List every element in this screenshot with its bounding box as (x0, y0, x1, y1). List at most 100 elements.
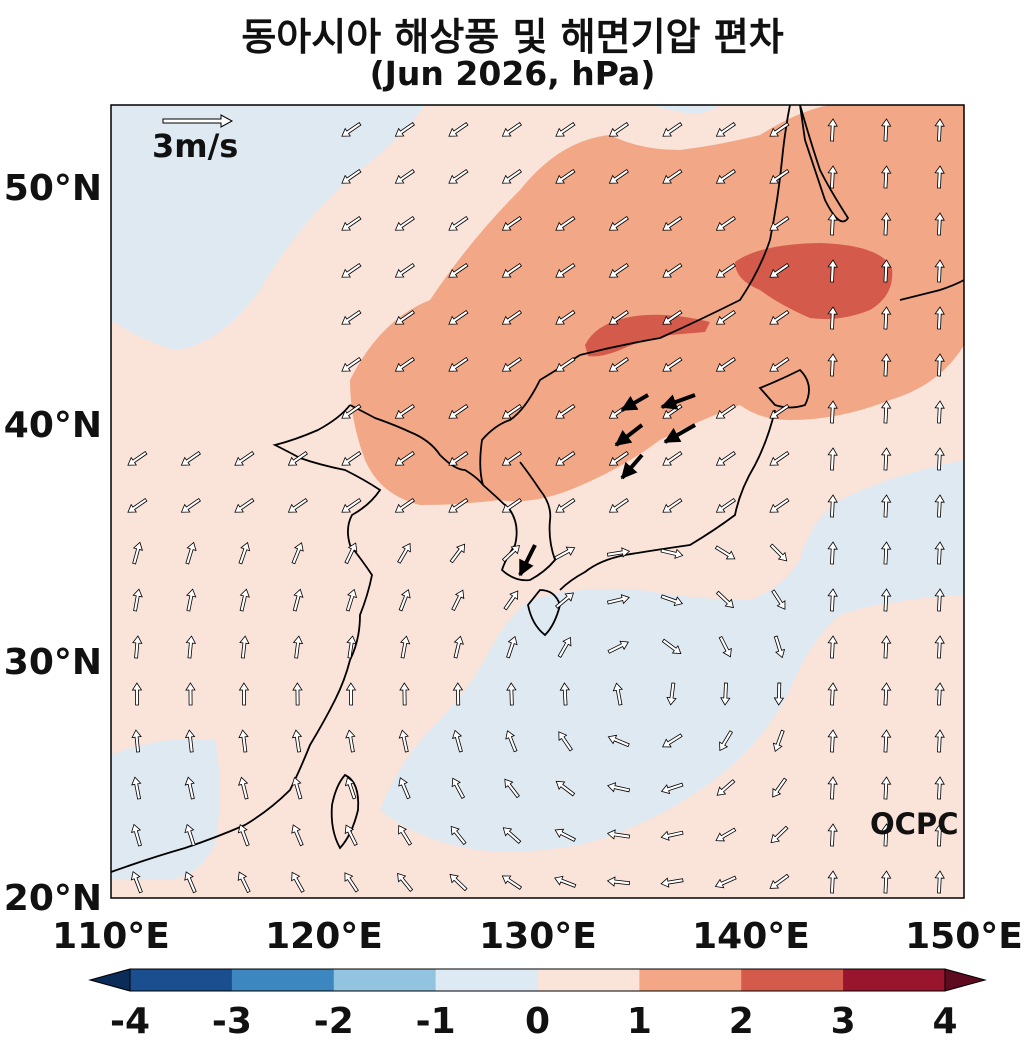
wind-vector (769, 450, 790, 466)
wind-vector (132, 541, 143, 565)
colorbar-segment (333, 969, 437, 991)
wind-vector (934, 729, 945, 753)
wind-vector (449, 543, 466, 564)
lat-tick-label: 50°N (4, 168, 102, 209)
wind-vector (608, 262, 629, 278)
colorbar-segment (843, 969, 946, 991)
wind-vector (827, 541, 838, 565)
wind-vector (448, 497, 469, 513)
wind-vector (661, 638, 682, 655)
wind-vector (448, 215, 469, 231)
highlighted-vector (620, 453, 644, 480)
wind-vector (769, 497, 790, 513)
lat-tick-label: 40°N (4, 405, 102, 446)
wind-vector (880, 541, 892, 565)
wind-vector (344, 542, 358, 565)
wind-vector (234, 450, 255, 466)
reference-vector-label: 3m/s (152, 127, 238, 165)
wind-vector (827, 353, 838, 377)
wind-vector (130, 871, 143, 894)
wind-vector (769, 121, 790, 137)
colorbar-segment (741, 969, 844, 991)
wind-vector (345, 588, 358, 612)
wind-vector (773, 635, 786, 659)
wind-vector (662, 733, 683, 748)
wind-vector (715, 590, 735, 609)
anomaly-negative-northwest (111, 105, 425, 350)
wind-vector (394, 121, 415, 137)
wind-vector (660, 782, 684, 795)
wind-vector (291, 776, 303, 800)
wind-vector (180, 450, 201, 466)
wind-vector (827, 447, 838, 471)
wind-vector (554, 875, 577, 888)
wind-vector (606, 876, 631, 887)
colorbar-under-triangle (88, 968, 131, 992)
wind-vector (715, 497, 736, 513)
wind-vector (934, 447, 945, 471)
kamchatka-coast (899, 279, 964, 301)
wind-vector (502, 827, 522, 844)
wind-vector (132, 635, 143, 659)
wind-vector (555, 309, 576, 325)
wind-vector (662, 450, 683, 466)
wind-vector (715, 450, 736, 466)
wind-vector (714, 875, 737, 889)
wind-vector (344, 776, 357, 800)
anomaly-negative-southwest (111, 739, 220, 880)
wind-vector (934, 588, 945, 612)
wind-vector (771, 589, 786, 610)
wind-vector (504, 778, 520, 799)
lon-tick-label: 140°E (692, 916, 810, 957)
wind-vector (501, 497, 522, 513)
wind-vector (718, 635, 732, 658)
wind-vector (769, 215, 790, 231)
wind-vector (186, 588, 197, 612)
wind-vector (662, 121, 683, 137)
wind-vector (501, 403, 522, 419)
plot-frame (110, 104, 965, 899)
colorbar-segment (231, 969, 335, 991)
wind-vector (880, 776, 892, 800)
bohai-coast (349, 354, 581, 486)
lon-tick-label: 150°E (905, 916, 1023, 957)
wind-vector (287, 450, 308, 466)
wind-vector (131, 729, 142, 753)
wind-vector (880, 447, 892, 471)
wind-vector (448, 168, 469, 184)
wind-vector (607, 640, 630, 654)
colorbar-tick-label: -1 (416, 1001, 456, 1042)
wind-vector (934, 541, 945, 565)
wind-vector (715, 403, 736, 419)
wind-vector (934, 259, 945, 283)
wind-vector (448, 356, 469, 372)
wind-vector (344, 872, 359, 893)
wind-vector (608, 215, 629, 231)
wind-vector (772, 729, 785, 753)
colorbar-tick-label: 0 (525, 1001, 550, 1042)
wind-vector (827, 729, 838, 753)
wind-vector (292, 588, 304, 612)
wind-vector (341, 497, 362, 513)
wind-vector (341, 403, 362, 419)
wind-vector (341, 215, 362, 231)
wind-vector (827, 776, 838, 800)
wind-vector (934, 635, 945, 659)
wind-vector (451, 589, 465, 612)
wind-vector (127, 450, 148, 466)
reference-vector-arrow (162, 114, 234, 128)
wind-vector (772, 777, 788, 798)
wind-vector (934, 776, 945, 800)
wind-vector (662, 168, 683, 184)
wind-vector (501, 215, 522, 231)
colorbar-frame (129, 968, 946, 992)
wind-vector (555, 121, 576, 137)
colorbar-tick-label: 3 (831, 1001, 856, 1042)
wind-vector (880, 823, 892, 847)
wind-vector (880, 165, 892, 189)
wind-vector (397, 542, 411, 564)
lon-tick-label: 120°E (265, 916, 383, 957)
wind-vector (880, 682, 892, 706)
wind-vector (345, 729, 356, 753)
wind-vector (880, 494, 892, 518)
